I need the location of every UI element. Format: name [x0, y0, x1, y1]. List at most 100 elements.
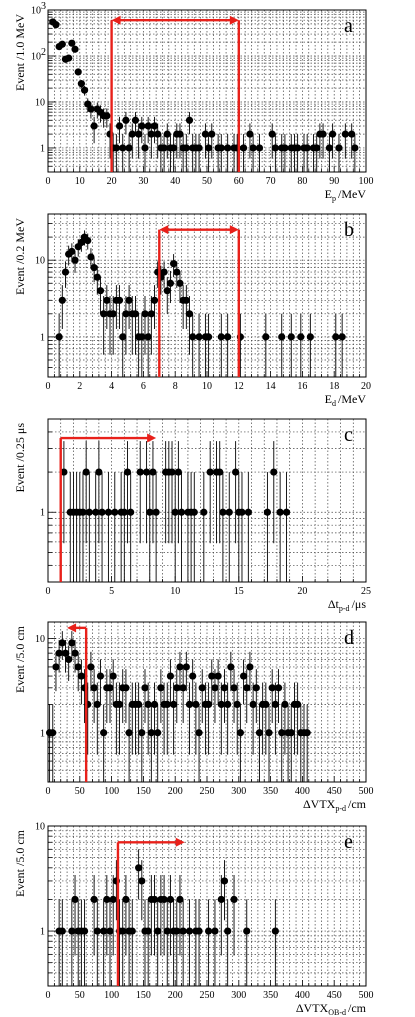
data-point — [68, 39, 76, 47]
selection-cut — [110, 15, 241, 172]
data-point — [150, 682, 159, 755]
data-marker — [170, 700, 178, 709]
data-marker — [65, 655, 73, 664]
data-point — [71, 875, 79, 956]
data-point — [106, 295, 114, 355]
data-point — [141, 295, 149, 355]
data-marker — [224, 927, 232, 935]
data-point — [82, 441, 90, 544]
data-marker — [190, 508, 198, 516]
data-marker — [214, 672, 222, 680]
x-tick-label: 12 — [234, 381, 244, 392]
data-point — [68, 899, 76, 986]
data-point — [106, 669, 114, 724]
data-point — [212, 441, 221, 544]
x-axis-label-sub: p-d — [335, 804, 346, 813]
data-marker — [243, 684, 251, 692]
data-point — [230, 669, 238, 724]
y-tick-label: 1 — [40, 728, 45, 739]
data-point — [211, 899, 219, 986]
data-marker — [138, 122, 146, 130]
data-marker — [268, 130, 276, 138]
data-marker — [217, 144, 225, 152]
data-point — [232, 441, 240, 544]
arrowhead — [229, 225, 239, 235]
data-marker — [68, 39, 76, 47]
data-point — [55, 313, 63, 377]
x-tick-label: 2 — [77, 381, 82, 392]
data-point — [268, 123, 276, 159]
data-point — [189, 659, 197, 705]
data-point — [185, 295, 194, 355]
data-point — [106, 899, 114, 986]
data-marker — [217, 333, 225, 341]
data-point — [144, 313, 152, 377]
data-marker — [303, 729, 311, 737]
data-marker — [211, 684, 219, 692]
data-point — [166, 875, 175, 956]
data-marker — [61, 268, 70, 276]
x-tick-label: 4 — [109, 381, 114, 392]
data-point — [201, 682, 210, 755]
data-point — [71, 45, 79, 53]
data-marker — [208, 672, 216, 680]
data-marker — [77, 80, 85, 88]
data-point — [93, 899, 101, 986]
data-marker — [219, 508, 227, 516]
data-marker — [294, 144, 302, 152]
data-point — [297, 704, 305, 782]
data-marker — [87, 663, 95, 671]
data-point — [79, 472, 87, 582]
data-marker — [138, 729, 146, 737]
arrowhead — [175, 837, 185, 847]
data-point — [160, 682, 168, 755]
data-marker — [96, 672, 105, 680]
data-marker — [147, 310, 155, 318]
data-point — [157, 134, 165, 172]
x-axis-label-unit: /MeV — [338, 187, 366, 201]
data-point — [171, 472, 179, 582]
data-marker — [176, 279, 184, 287]
y-tick-label: 10 — [35, 256, 45, 267]
data-marker — [282, 508, 291, 516]
panel-d: 0 50 100 150 200 250 300 350 400 450 500 1 10 Event /… — [13, 621, 374, 813]
data-marker — [325, 144, 334, 152]
data-marker — [233, 700, 241, 709]
x-tick-label: 350 — [263, 990, 278, 1001]
data-point — [150, 285, 159, 329]
data-marker — [182, 296, 190, 304]
data-point — [227, 651, 235, 692]
data-marker — [68, 639, 76, 647]
data-marker — [92, 508, 100, 516]
x-tick-label: 5 — [109, 586, 114, 597]
data-marker — [128, 130, 136, 138]
data-point — [281, 134, 289, 172]
data-marker — [68, 927, 76, 935]
x-tick-label: 40 — [170, 176, 180, 187]
data-point — [252, 669, 260, 724]
data-marker — [123, 468, 132, 476]
data-marker — [217, 895, 225, 904]
data-marker — [335, 144, 343, 152]
data-point — [144, 682, 152, 755]
data-point — [182, 285, 190, 329]
data-point — [146, 472, 154, 582]
data-point — [149, 441, 157, 544]
data-marker — [246, 663, 254, 671]
data-point — [211, 669, 219, 724]
x-axis-label-main: Δt — [328, 597, 340, 611]
data-marker — [82, 468, 90, 476]
data-marker — [185, 927, 194, 935]
x-tick-label: 18 — [329, 381, 339, 392]
data-point — [287, 704, 295, 782]
data-marker — [255, 144, 264, 152]
data-marker — [103, 112, 111, 120]
data-point — [238, 472, 246, 582]
x-tick-label: 250 — [200, 786, 215, 797]
data-marker — [306, 333, 314, 341]
data-marker — [313, 144, 321, 152]
data-marker — [204, 927, 213, 935]
data-point — [141, 134, 149, 172]
data-marker — [297, 333, 305, 341]
data-point — [200, 472, 208, 582]
